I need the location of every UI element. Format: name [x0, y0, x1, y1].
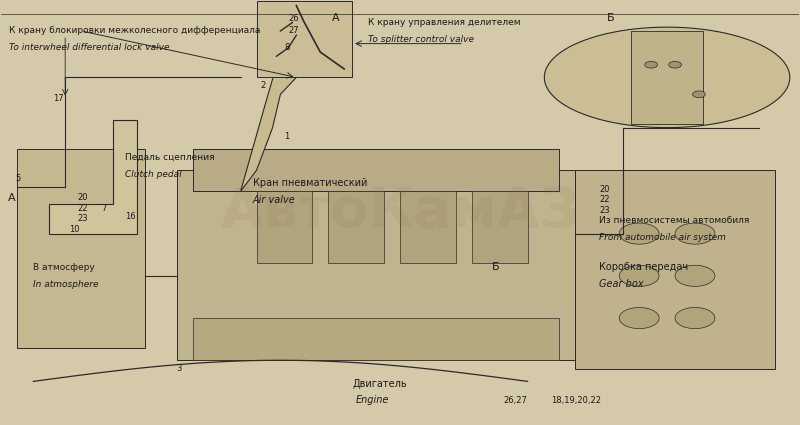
- Text: 27: 27: [288, 26, 299, 35]
- Text: Б: Б: [607, 13, 615, 23]
- Bar: [400, 191, 456, 263]
- Text: 22: 22: [77, 204, 88, 213]
- Polygon shape: [241, 52, 304, 191]
- Text: In atmosphere: In atmosphere: [34, 280, 98, 289]
- Circle shape: [619, 265, 659, 286]
- Text: 1: 1: [285, 132, 290, 141]
- Text: From automobile air system: From automobile air system: [599, 233, 726, 242]
- Text: 8: 8: [285, 43, 290, 52]
- Text: 7: 7: [101, 204, 106, 213]
- Text: 16: 16: [125, 212, 135, 221]
- Polygon shape: [50, 119, 137, 234]
- Text: 5: 5: [16, 174, 21, 183]
- Text: Педаль сцепления: Педаль сцепления: [125, 153, 214, 162]
- Circle shape: [619, 223, 659, 244]
- Text: К крану блокировки межколесного дифференциала: К крану блокировки межколесного дифферен…: [10, 26, 261, 35]
- Text: Air valve: Air valve: [253, 195, 295, 205]
- Polygon shape: [257, 1, 352, 77]
- Text: 26,27: 26,27: [504, 396, 527, 405]
- Text: К крану управления делителем: К крану управления делителем: [368, 18, 521, 27]
- Circle shape: [619, 308, 659, 329]
- Bar: [328, 191, 384, 263]
- Text: 23: 23: [599, 206, 610, 215]
- Text: 26: 26: [288, 14, 299, 23]
- Text: Из пневмосистемы автомобиля: Из пневмосистемы автомобиля: [599, 216, 750, 225]
- Bar: [193, 318, 559, 360]
- Circle shape: [693, 91, 706, 98]
- Bar: [631, 31, 703, 124]
- Text: 17: 17: [54, 94, 64, 103]
- Polygon shape: [177, 170, 575, 360]
- Text: 20: 20: [599, 185, 610, 194]
- Text: А: А: [8, 193, 15, 203]
- Polygon shape: [575, 170, 774, 369]
- Circle shape: [669, 61, 682, 68]
- Text: 18,19,20,22: 18,19,20,22: [551, 396, 602, 405]
- Text: To splitter control valve: To splitter control valve: [368, 35, 474, 44]
- Bar: [257, 191, 312, 263]
- Bar: [472, 191, 527, 263]
- Text: Gear box: Gear box: [599, 279, 644, 289]
- Text: 3: 3: [177, 364, 182, 373]
- Text: Коробка передач: Коробка передач: [599, 262, 689, 272]
- Text: To interwheel differential lock valve: To interwheel differential lock valve: [10, 43, 170, 52]
- Text: 23: 23: [77, 214, 88, 223]
- Polygon shape: [544, 27, 790, 128]
- Text: 20: 20: [77, 193, 88, 202]
- Circle shape: [675, 265, 715, 286]
- Polygon shape: [193, 149, 559, 191]
- Text: 22: 22: [599, 196, 610, 204]
- Text: Двигатель: Двигатель: [352, 379, 406, 388]
- Polygon shape: [18, 149, 145, 348]
- Text: АвтоКамАЗ: АвтоКамАЗ: [221, 185, 579, 240]
- Text: Кран пневматический: Кран пневматический: [253, 178, 367, 188]
- Circle shape: [675, 308, 715, 329]
- Text: А: А: [332, 13, 340, 23]
- Circle shape: [675, 223, 715, 244]
- Circle shape: [645, 61, 658, 68]
- Text: Engine: Engine: [356, 395, 390, 405]
- Text: Б: Б: [492, 262, 499, 272]
- Text: В атмосферу: В атмосферу: [34, 263, 95, 272]
- Text: 2: 2: [261, 81, 266, 91]
- Text: Clutch pedal: Clutch pedal: [125, 170, 182, 179]
- Text: 10: 10: [69, 225, 80, 234]
